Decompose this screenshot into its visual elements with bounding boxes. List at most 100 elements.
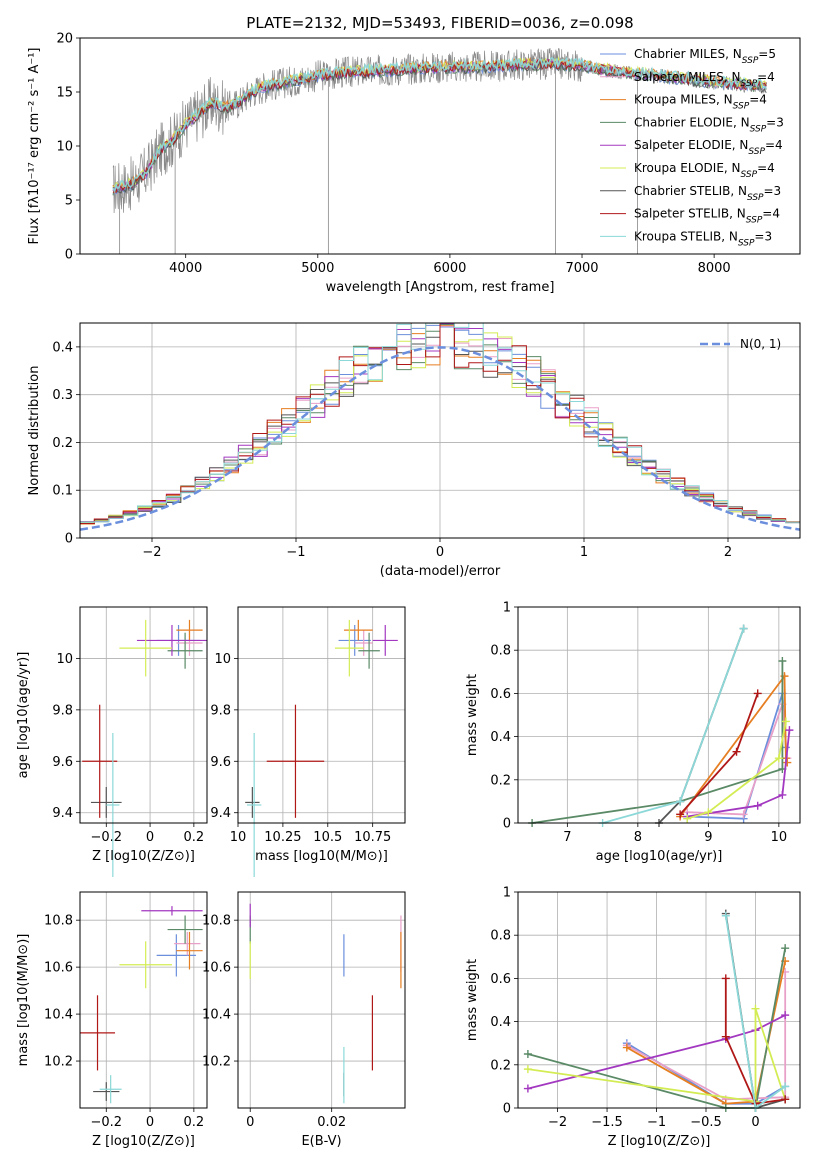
weight-marker	[781, 1082, 790, 1091]
errorbar-point	[99, 1075, 122, 1104]
x-tick-label: 0.2	[184, 830, 205, 845]
x-tick-label: 10	[771, 830, 788, 845]
weight-line-4	[527, 1014, 786, 1090]
axes-frame	[79, 322, 801, 539]
x-axis-label: age [log10(age/yr)]	[596, 849, 723, 864]
y-tick-label: 10.2	[202, 1055, 231, 1070]
x-axis-label: wavelength [Angstrom, rest frame]	[326, 280, 555, 295]
errorbar-point	[141, 906, 203, 916]
x-axis-label: Z [log10(Z/Z⊙)]	[608, 1134, 711, 1149]
y-tick-label: 0.4	[52, 340, 73, 355]
plot-area-weight-vs-age	[528, 624, 794, 827]
y-tick-label: 9.4	[52, 806, 73, 821]
weight-marker	[683, 814, 692, 823]
y-tick-label: 0	[503, 1102, 511, 1117]
x-tick-label: 10.5	[313, 830, 342, 845]
plot-area-residuals	[80, 323, 800, 531]
axes-age-vs-mass: 10 10.25 10.5 10.75 9.4 9.6 9.8 10 mass [log10(M…	[210, 606, 406, 877]
weight-line-5	[686, 721, 787, 820]
y-tick-label: 9.8	[210, 703, 231, 718]
y-tick-label: 5	[65, 194, 73, 209]
y-tick-label: 10	[56, 140, 73, 155]
errorbar-point	[136, 625, 207, 656]
x-tick-label: −0.5	[690, 1115, 722, 1130]
histogram-5	[80, 323, 800, 524]
y-tick-label: 0.2	[490, 773, 511, 788]
plot-area-mass-vs-ebv	[249, 903, 402, 1104]
errorbar-point	[334, 619, 364, 677]
y-tick-label: 9.4	[210, 806, 231, 821]
y-tick-label: 0.4	[490, 730, 511, 745]
errorbar-point	[246, 733, 262, 877]
x-axis-label: Z [log10(Z/Z⊙)]	[92, 849, 195, 864]
errorbar-point	[106, 733, 120, 877]
axes-frame	[79, 606, 208, 824]
errorbar-point	[266, 704, 325, 818]
weight-marker	[781, 717, 790, 726]
x-tick-label: 9	[704, 830, 712, 845]
x-tick-label: 0	[146, 830, 154, 845]
x-axis-label: (data-model)/error	[380, 564, 501, 579]
errorbar-point	[80, 995, 116, 1071]
x-tick-label: 0.2	[184, 1115, 205, 1130]
x-tick-label: 7	[563, 830, 571, 845]
x-axis-label: Z [log10(Z/Z⊙)]	[92, 1134, 195, 1149]
x-tick-label: 0	[751, 1115, 759, 1130]
weight-line-7	[724, 978, 786, 1105]
x-tick-label: 0	[436, 545, 444, 560]
y-axis-label: mass [log10(M/M⊙)]	[16, 934, 31, 1067]
y-tick-label: 10.8	[202, 914, 231, 929]
y-tick-label: 0.2	[490, 1058, 511, 1073]
histogram-7	[80, 323, 800, 524]
weight-marker	[778, 790, 787, 799]
weight-marker	[753, 801, 762, 810]
errorbar-point	[174, 931, 201, 956]
axes-mass-vs-ebv: 0 0.02 10.2 10.4 10.6 10.8 E(B-V)	[202, 891, 406, 1149]
errorbar-point	[119, 941, 172, 989]
weight-line-0	[626, 1042, 786, 1105]
y-tick-label: 9.6	[210, 755, 231, 770]
y-tick-label: 0	[503, 817, 511, 832]
axes-frame	[79, 891, 208, 1109]
axes-frame	[79, 37, 801, 255]
weight-marker	[774, 754, 783, 763]
errorbar-point	[119, 619, 172, 677]
weight-marker	[739, 624, 748, 633]
x-tick-label: 0	[146, 1115, 154, 1130]
y-tick-label: 10.6	[44, 961, 73, 976]
x-tick-label: −0.2	[90, 1115, 122, 1130]
weight-marker	[753, 689, 762, 698]
x-tick-label: −1	[286, 545, 305, 560]
x-tick-label: 8	[634, 830, 642, 845]
normal-curve	[80, 346, 800, 531]
errorbar-point	[176, 931, 203, 970]
errorbar-point	[167, 632, 203, 669]
weight-marker	[751, 1004, 760, 1013]
figure-title: PLATE=2132, MJD=53493, FIBERID=0036, z=0…	[246, 14, 633, 32]
y-tick-label: 1	[503, 886, 511, 901]
weight-marker	[721, 974, 730, 983]
weight-marker	[704, 808, 713, 817]
y-tick-label: 0.4	[490, 1015, 511, 1030]
axes-age-vs-z: −0.2 0 0.2 9.4 9.6 9.8 10 Z [log10(Z/Z⊙)] age [l…	[16, 606, 208, 877]
weight-marker	[523, 1050, 532, 1058]
weight-line-3	[531, 661, 784, 824]
errorbar-point	[93, 1082, 120, 1101]
axes-weight-vs-z: −2 −1.5 −1 −0.5 0 0 0.2 0.4 0.6 0.8 1 Z [log10(Z/Z⊙…	[465, 886, 801, 1149]
weight-marker	[732, 747, 741, 756]
model-line-8	[112, 56, 767, 193]
plot-area-age-vs-z	[82, 619, 207, 877]
y-tick-label: 0.2	[52, 436, 73, 451]
y-tick-label: 15	[56, 86, 73, 101]
weight-marker	[721, 911, 730, 920]
plot-area-weight-vs-z	[523, 909, 790, 1112]
y-tick-label: 0.1	[52, 484, 73, 499]
weight-marker	[622, 1043, 631, 1052]
weight-marker	[778, 657, 787, 665]
y-tick-label: 20	[56, 32, 73, 47]
x-axis-label: mass [log10(M/M⊙)]	[255, 849, 388, 864]
axes-frame	[517, 606, 801, 824]
weight-marker	[523, 1084, 532, 1093]
weight-marker	[739, 810, 748, 819]
